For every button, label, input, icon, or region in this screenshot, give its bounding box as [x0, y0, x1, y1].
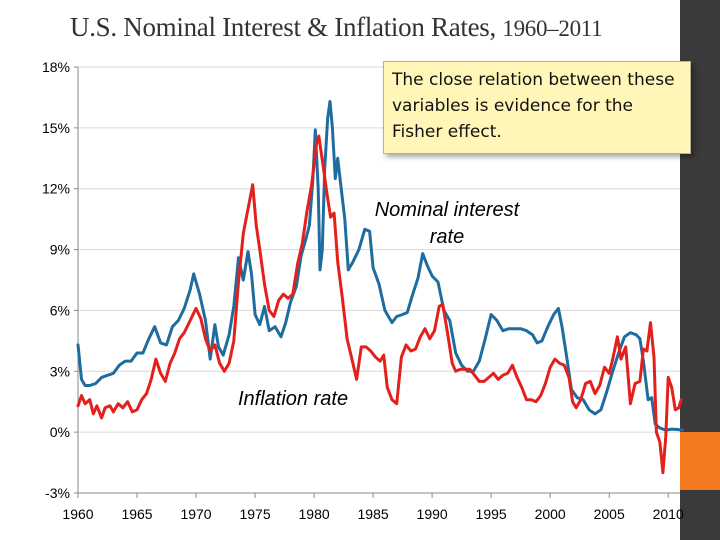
- title-range: 1960–2011: [502, 16, 603, 41]
- tick-labels: -3% 0% 3% 6% 9% 12% 15% 18% 1960 1965 1970 1975 1980…: [42, 59, 684, 522]
- x-tick-label: 1965: [121, 506, 152, 522]
- y-tick-label: 9%: [50, 242, 70, 258]
- accent-block: [680, 432, 720, 490]
- fisher-effect-callout: The close relation between these variabl…: [383, 61, 691, 154]
- y-tick-label: 15%: [42, 120, 70, 136]
- y-tick-label: 18%: [42, 59, 70, 75]
- nominal-rate-annotation: Nominal interest rate: [374, 199, 520, 248]
- y-tick-label: -3%: [45, 485, 70, 501]
- series-lines: [76, 100, 684, 475]
- x-tick-label: 1980: [299, 506, 330, 522]
- y-tick-label: 3%: [50, 363, 70, 379]
- axes: [74, 66, 680, 498]
- inflation-rate-annotation: Inflation rate: [238, 388, 349, 410]
- nominal-rate-line: [76, 100, 684, 432]
- x-tick-label: 1990: [417, 506, 448, 522]
- x-tick-label: 2005: [594, 506, 625, 522]
- x-tick-label: 1975: [239, 506, 270, 522]
- x-tick-label: 2010: [653, 506, 684, 522]
- x-tick-label: 1960: [62, 506, 93, 522]
- x-tick-label: 1985: [358, 506, 389, 522]
- y-tick-label: 6%: [50, 302, 70, 318]
- slide-title: U.S. Nominal Interest & Inflation Rates,…: [70, 12, 603, 43]
- x-tick-label: 1970: [180, 506, 211, 522]
- x-tick-label: 2000: [535, 506, 566, 522]
- y-tick-label: 12%: [42, 181, 70, 197]
- x-tick-label: 1995: [476, 506, 507, 522]
- title-main: U.S. Nominal Interest & Inflation Rates,: [70, 12, 496, 42]
- inflation-rate-line: [76, 134, 683, 475]
- y-tick-label: 0%: [50, 424, 70, 440]
